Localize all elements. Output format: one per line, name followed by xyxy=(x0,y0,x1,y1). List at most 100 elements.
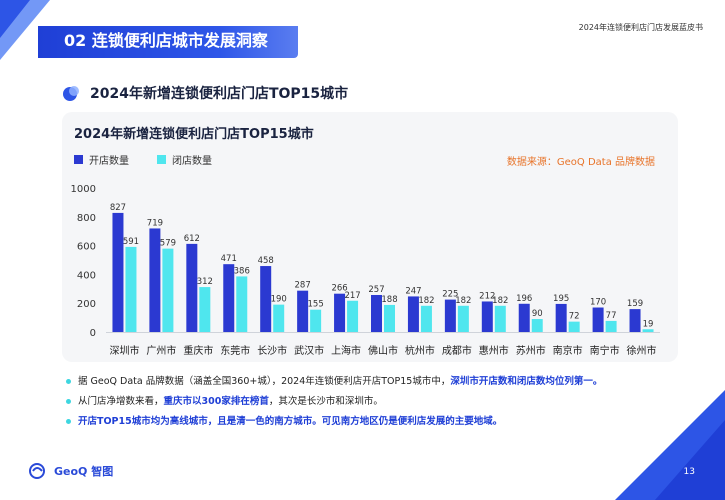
y-tick-label: 800 xyxy=(77,213,96,224)
data-source: 数据来源：GeoQ Data 品牌数据 xyxy=(506,157,655,168)
x-tick-label: 苏州市 xyxy=(516,344,546,357)
bar-close xyxy=(531,319,543,332)
data-label: 471 xyxy=(221,254,237,264)
data-label: 182 xyxy=(418,296,434,306)
bar-open xyxy=(444,299,456,332)
x-tick-label: 惠州市 xyxy=(479,344,509,357)
note-highlight: 开店TOP15城市均为高线城市，且是清一色的南方城市。可见南方地区仍是便利店发展… xyxy=(78,416,503,427)
bar-close xyxy=(420,305,432,332)
data-label: 266 xyxy=(331,284,347,294)
x-tick-label: 深圳市 xyxy=(109,344,139,357)
data-label: 72 xyxy=(569,312,580,322)
bar-open xyxy=(592,307,604,332)
bar-close xyxy=(384,304,395,332)
book-title: 2024年连锁便利店门店发展蓝皮书 xyxy=(578,23,703,32)
y-tick-label: 600 xyxy=(77,242,96,253)
bar-close xyxy=(494,305,506,332)
chart-legend: 开店数量 闭店数量 xyxy=(74,152,212,167)
data-label: 182 xyxy=(492,296,508,306)
bar-open xyxy=(481,301,493,332)
legend-label-open: 开店数量 xyxy=(89,156,129,167)
bar-open xyxy=(112,212,124,332)
bullet-dot xyxy=(66,399,71,404)
data-label: 386 xyxy=(234,266,250,276)
data-label: 458 xyxy=(258,256,274,266)
bar-close xyxy=(457,305,469,332)
chart-title: 2024年新增连锁便利店门店TOP15城市 xyxy=(74,127,314,142)
data-label: 312 xyxy=(197,277,213,287)
y-tick-label: 200 xyxy=(77,299,96,310)
x-tick-label: 武汉市 xyxy=(294,344,324,357)
note-item: 开店TOP15城市均为高线城市，且是清一色的南方城市。可见南方地区仍是便利店发展… xyxy=(66,412,706,432)
legend-label-close: 闭店数量 xyxy=(172,156,212,167)
note-text: 据 GeoQ Data 品牌数据（涵盖全国360+城），2024年连锁便利店开店… xyxy=(78,376,451,387)
bar-open xyxy=(518,303,530,332)
x-tick-label: 南京市 xyxy=(553,344,583,357)
bar-close xyxy=(642,329,654,332)
bar-close xyxy=(273,304,285,332)
note-item: 从门店净增数来看，重庆市以300家排在榜首，其次是长沙市和深圳市。 xyxy=(66,392,706,412)
legend-item-open: 开店数量 xyxy=(74,152,129,167)
legend-swatch-open xyxy=(74,155,83,164)
y-tick-label: 0 xyxy=(90,328,96,339)
bar-open xyxy=(149,228,161,332)
bar-close xyxy=(199,287,211,332)
bar-open xyxy=(371,294,382,332)
data-label: 287 xyxy=(295,281,311,291)
x-tick-label: 长沙市 xyxy=(257,344,287,357)
data-label: 257 xyxy=(368,285,384,295)
logo-icon xyxy=(29,463,45,479)
data-label: 196 xyxy=(516,294,532,304)
data-label: 159 xyxy=(627,299,643,309)
legend-swatch-close xyxy=(157,155,166,164)
section-title: 02 连锁便利店城市发展洞察 xyxy=(64,31,268,50)
data-label: 170 xyxy=(590,298,606,308)
bar-close xyxy=(162,248,174,332)
bar-open xyxy=(555,303,567,332)
x-tick-label: 杭州市 xyxy=(405,344,435,357)
brand-logo: GeoQ 智图 xyxy=(28,462,113,480)
data-label: 182 xyxy=(455,296,471,306)
data-label: 217 xyxy=(344,291,360,301)
legend-item-close: 闭店数量 xyxy=(157,152,212,167)
page-number: 13 xyxy=(683,467,695,477)
bullet-dot xyxy=(66,379,71,384)
x-tick-label: 东莞市 xyxy=(220,344,250,357)
section-header-bar xyxy=(38,26,298,58)
data-label: 612 xyxy=(184,234,200,244)
corner-decoration xyxy=(0,0,50,60)
data-label: 827 xyxy=(110,203,126,213)
bar-open xyxy=(186,243,198,332)
y-tick-label: 1000 xyxy=(71,184,96,195)
data-label: 90 xyxy=(532,309,543,319)
data-label: 579 xyxy=(160,239,176,249)
data-label: 188 xyxy=(381,295,397,305)
notes: 据 GeoQ Data 品牌数据（涵盖全国360+城），2024年连锁便利店开店… xyxy=(66,372,706,432)
bar-open xyxy=(334,293,346,332)
x-tick-label: 南宁市 xyxy=(590,344,620,357)
bar-close xyxy=(605,320,617,332)
x-tick-label: 佛山市 xyxy=(368,344,398,357)
note-highlight: 重庆市以300家排在榜首 xyxy=(163,396,269,407)
logo-text: GeoQ 智图 xyxy=(54,465,114,478)
bar-open xyxy=(629,309,641,332)
bar-close xyxy=(568,321,580,332)
x-tick-label: 上海市 xyxy=(331,344,361,357)
data-label: 719 xyxy=(147,218,163,228)
data-label: 77 xyxy=(606,311,617,321)
x-tick-label: 徐州市 xyxy=(627,344,657,357)
note-item: 据 GeoQ Data 品牌数据（涵盖全国360+城），2024年连锁便利店开店… xyxy=(66,372,706,392)
bar-open xyxy=(407,296,419,332)
corner-decoration xyxy=(615,390,725,500)
data-label: 190 xyxy=(271,295,287,305)
bar-close xyxy=(125,246,137,332)
data-label: 195 xyxy=(553,294,569,304)
data-label: 225 xyxy=(442,290,458,300)
x-tick-label: 广州市 xyxy=(146,344,176,357)
bullet-dot xyxy=(66,419,71,424)
bar-close xyxy=(236,276,248,332)
note-highlight: 深圳市开店数和闭店数均位列第一。 xyxy=(450,376,603,387)
bar-close xyxy=(310,309,322,332)
data-label: 591 xyxy=(123,237,139,247)
bar-open xyxy=(223,264,235,332)
